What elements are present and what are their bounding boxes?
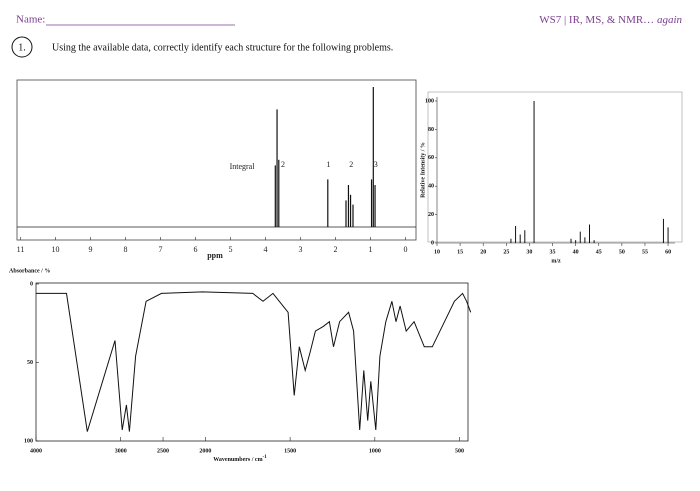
integral-value: 3 [374, 160, 378, 169]
x-tick-label: 40 [573, 249, 579, 255]
x-tick-label: 2 [334, 245, 338, 254]
y-tick-label: 100 [24, 438, 33, 444]
y-tick-label: 100 [425, 98, 434, 104]
x-axis-label: ppm [207, 251, 223, 260]
x-tick-label: 20 [480, 249, 486, 255]
x-tick-label: 3 [299, 245, 303, 254]
x-tick-label: 10 [434, 249, 440, 255]
ir-spectrum [36, 291, 472, 432]
integral-value: 1 [327, 160, 331, 169]
ms-frame [427, 91, 683, 243]
x-tick-label: 4000 [30, 448, 42, 454]
x-tick-label: 1000 [369, 448, 381, 454]
x-tick-label: 8 [124, 245, 128, 254]
x-tick-label: 35 [550, 249, 556, 255]
x-tick-label: 5 [229, 245, 233, 254]
x-tick-label: 45 [596, 249, 602, 255]
y-axis-label: Relative Intensity / % [420, 142, 426, 198]
x-tick-label: 2000 [199, 448, 211, 454]
worksheet-emphasis: again [657, 14, 683, 26]
x-tick-label: 0 [404, 245, 408, 254]
worksheet-name: WS7 | IR, MS, & NMR… [539, 14, 657, 26]
x-tick-label: 1 [369, 245, 373, 254]
x-tick-label: 500 [455, 448, 464, 454]
x-tick-label: 15 [457, 249, 463, 255]
y-tick-label: 50 [27, 360, 33, 366]
y-tick-label: 40 [428, 184, 434, 190]
x-tick-label: 55 [642, 249, 648, 255]
integral-value: 2 [281, 160, 285, 169]
x-tick-label: 2500 [157, 448, 169, 454]
worksheet-title: WS7 | IR, MS, & NMR… again [539, 14, 682, 26]
problem-number: 1. [18, 42, 26, 53]
y-tick-label: 0 [30, 281, 33, 287]
x-tick-label: 1500 [284, 448, 296, 454]
x-tick-label: 9 [89, 245, 93, 254]
x-axis-label-sup: -1 [263, 455, 268, 460]
y-tick-label: 80 [428, 127, 434, 133]
y-tick-label: 20 [428, 212, 434, 218]
ir-title: Absorbance / % [9, 268, 50, 274]
x-tick-label: 50 [619, 249, 625, 255]
integral-label: Integral [230, 162, 256, 171]
problem-circle [11, 36, 33, 58]
x-tick-label: 11 [17, 245, 25, 254]
name-label: Name: [16, 14, 45, 26]
ir-frame [35, 282, 469, 442]
x-axis-label: Wavenumbers / cm-1 [213, 455, 267, 463]
x-tick-label: 3000 [115, 448, 127, 454]
x-tick-label: 10 [52, 245, 60, 254]
nmr-frame [16, 79, 417, 241]
x-axis-label-text: Wavenumbers / cm [213, 457, 262, 463]
x-tick-label: 4 [264, 245, 268, 254]
integral-value: 2 [349, 160, 353, 169]
y-tick-label: 0 [431, 240, 434, 246]
y-tick-label: 60 [428, 155, 434, 161]
x-tick-label: 30 [526, 249, 532, 255]
x-tick-label: 7 [159, 245, 163, 254]
x-tick-label: 6 [194, 245, 198, 254]
x-tick-label: 25 [503, 249, 509, 255]
instruction: Using the available data, correctly iden… [52, 42, 393, 53]
x-tick-label: 60 [665, 249, 671, 255]
x-axis-label: m/z [551, 258, 561, 264]
